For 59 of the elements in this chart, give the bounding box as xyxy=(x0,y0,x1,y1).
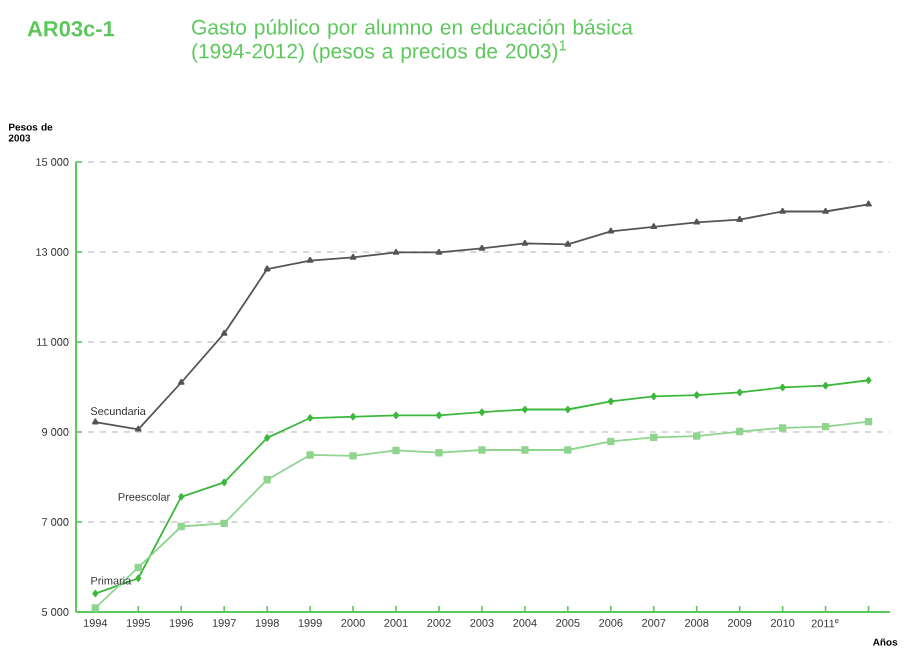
point xyxy=(564,405,571,414)
point xyxy=(735,427,744,436)
point xyxy=(392,446,400,455)
point xyxy=(263,265,271,272)
point xyxy=(607,397,614,406)
point xyxy=(91,604,100,612)
point xyxy=(393,411,400,420)
point xyxy=(478,446,486,454)
point xyxy=(779,207,786,214)
point xyxy=(650,223,658,230)
point xyxy=(478,408,485,416)
point xyxy=(392,248,400,255)
point xyxy=(263,476,271,484)
point xyxy=(822,207,829,214)
point xyxy=(134,563,142,572)
point xyxy=(693,432,701,440)
point xyxy=(864,417,873,426)
point xyxy=(865,200,872,207)
point xyxy=(607,437,615,446)
point xyxy=(435,449,443,457)
point xyxy=(521,446,529,454)
point xyxy=(306,256,314,263)
point xyxy=(435,411,442,420)
point xyxy=(221,478,228,487)
point xyxy=(178,493,185,501)
point xyxy=(607,227,615,234)
point xyxy=(865,376,872,384)
point xyxy=(350,413,357,421)
point xyxy=(521,239,529,246)
point xyxy=(478,244,486,251)
point xyxy=(822,381,829,390)
point xyxy=(220,519,228,528)
point xyxy=(435,248,443,255)
point xyxy=(779,383,786,392)
point xyxy=(650,392,657,401)
point xyxy=(693,391,700,399)
point xyxy=(264,434,271,442)
text: AR03c-1 xyxy=(27,21,115,37)
point xyxy=(220,329,228,336)
point xyxy=(177,522,185,531)
point xyxy=(134,425,142,432)
point xyxy=(736,215,743,222)
point xyxy=(92,589,99,598)
point xyxy=(306,451,314,459)
point xyxy=(693,218,701,225)
point xyxy=(349,452,357,460)
point xyxy=(650,433,658,442)
point xyxy=(778,424,787,432)
point xyxy=(736,388,743,397)
point xyxy=(177,378,185,385)
point xyxy=(307,414,314,422)
point xyxy=(821,422,830,431)
point xyxy=(92,418,99,425)
point xyxy=(521,405,528,414)
point xyxy=(349,253,357,260)
chart-title: Gasto público por alumno en educación básica (1994-2012) (pesos a precios de 2003)$^{1}$ xyxy=(192,19,633,63)
point xyxy=(135,574,142,582)
point xyxy=(564,446,572,454)
point xyxy=(564,240,572,247)
